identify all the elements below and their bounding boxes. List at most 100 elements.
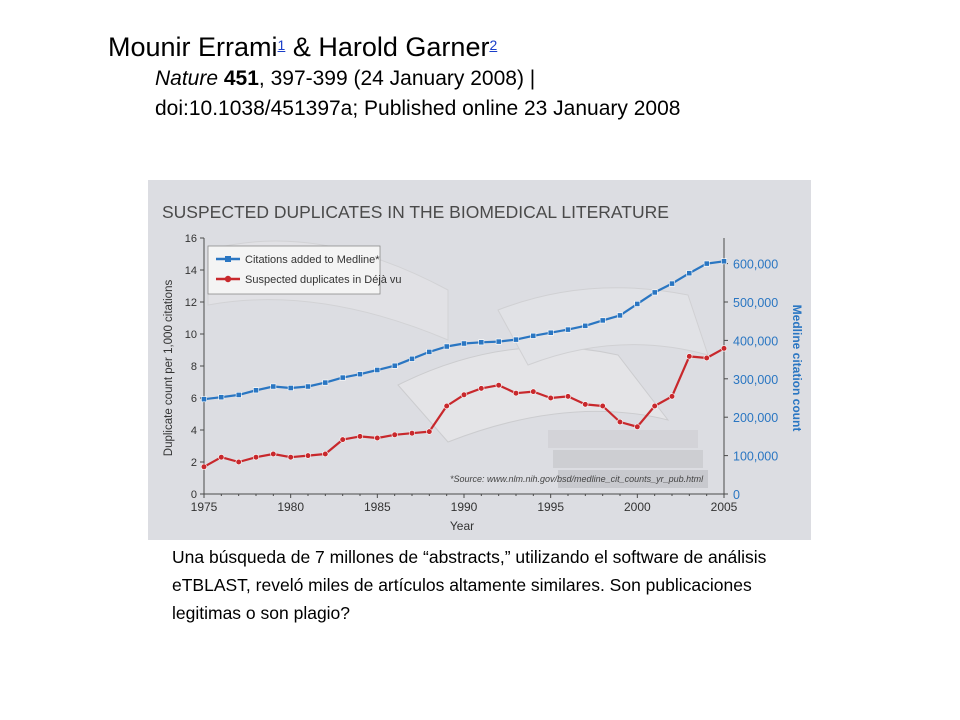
y-tick-label-right: 0 [733,488,740,502]
data-point-citations [201,396,207,403]
journal-volume: 451 [223,67,259,90]
data-point-citations [374,367,381,373]
data-point-citations [634,301,641,307]
data-point-duplicates [512,390,520,397]
data-point-citations [495,338,502,345]
data-point-duplicates [218,454,225,461]
y-tick-label-right: 100,000 [733,450,778,464]
data-point-citations [391,362,398,369]
data-point-citations [513,336,519,343]
x-tick-label: 2005 [711,500,738,514]
data-point-citations [651,289,658,296]
data-point-duplicates [564,393,572,400]
data-point-duplicates [200,463,208,470]
x-tick-label: 1980 [277,500,304,514]
data-point-duplicates [495,382,502,389]
data-point-duplicates [374,434,381,442]
data-point-duplicates [720,345,728,352]
data-point-citations [478,339,485,346]
x-tick-label: 1990 [451,500,478,514]
y-tick-label-left: 14 [185,265,197,277]
data-point-duplicates [668,393,676,400]
data-point-duplicates [547,394,554,402]
data-point-duplicates [686,353,693,360]
data-point-citations [339,374,346,381]
data-point-duplicates [322,450,329,458]
journal-citation: Nature 451, 397-399 (24 January 2008) | [155,64,680,94]
data-point-citations [253,387,259,394]
doi-line: doi:10.1038/451397a; Published online 23… [155,97,681,120]
author-1-ref-link[interactable]: 1 [277,37,286,53]
y-tick-label-left: 10 [185,329,197,341]
legend-label-duplicates: Suspected duplicates in Déjà vu [245,274,402,286]
data-point-citations [218,394,225,401]
data-point-citations [686,270,693,277]
slide-caption: Una búsqueda de 7 millones de “abstracts… [172,547,767,623]
x-tick-label: 1975 [191,500,218,514]
data-point-duplicates [270,450,277,458]
data-point-duplicates [391,431,398,438]
data-point-duplicates [252,454,260,461]
data-point-citations [599,317,606,324]
data-point-duplicates [582,401,589,408]
data-point-duplicates [339,436,346,443]
y-tick-label-left: 8 [191,361,197,373]
data-point-duplicates [408,430,416,437]
data-point-duplicates [616,418,624,426]
ampersand: & [292,32,311,62]
data-point-duplicates [235,458,242,466]
data-point-duplicates [460,391,468,398]
data-point-citations [721,258,727,265]
y-tick-label-right: 600,000 [733,258,778,272]
data-point-citations [357,371,363,378]
journal-details: , 397-399 (24 January 2008) | [258,67,536,90]
data-point-citations [287,385,294,391]
x-tick-label: 1995 [537,500,564,514]
y-tick-label-left: 16 [185,233,197,245]
legend-marker-duplicates [224,275,232,283]
y-tick-label-left: 4 [191,425,197,437]
chart-figure: SUSPECTED DUPLICATES IN THE BIOMEDICAL L… [148,180,811,540]
y-tick-label-right: 200,000 [733,411,778,425]
y-tick-label-left: 0 [191,489,197,501]
y-tick-label-left: 12 [185,297,197,309]
journal-name: Nature [155,67,219,90]
chart-title: SUSPECTED DUPLICATES IN THE BIOMEDICAL L… [162,202,669,222]
data-point-citations [565,326,571,333]
x-tick-label: 2000 [624,500,651,514]
data-point-duplicates [599,402,606,410]
y-tick-label-right: 300,000 [733,373,778,387]
source-note: *Source: www.nlm.nih.gov/bsd/medline_cit… [450,474,704,484]
y-tick-label-right: 500,000 [733,296,778,310]
data-point-citations [426,349,433,355]
x-axis-label: Year [450,519,474,533]
data-point-citations [669,280,675,287]
author-2: Harold Garner [318,32,490,62]
y-tick-label-left: 2 [191,457,197,469]
data-point-duplicates [634,423,641,430]
data-point-citations [305,383,311,390]
data-point-duplicates [356,433,364,440]
data-point-citations [235,392,242,398]
data-point-duplicates [443,402,450,410]
data-point-citations [270,383,277,390]
legend-marker-citations [225,256,231,262]
x-tick-label: 1985 [364,500,391,514]
data-point-duplicates [530,388,537,395]
data-point-duplicates [703,354,710,362]
author-2-ref-link[interactable]: 2 [489,37,498,53]
data-point-citations [443,343,450,350]
y-axis-label-right: Medline citation count [790,305,804,432]
y-tick-label-left: 6 [191,393,197,405]
author-1: Mounir Errami [108,32,278,62]
data-point-duplicates [287,454,294,461]
data-point-duplicates [651,402,658,410]
y-axis-label-left: Duplicate count per 1,000 citations [163,280,175,457]
data-point-duplicates [426,428,433,435]
data-point-duplicates [304,452,312,459]
legend-label-citations: Citations added to Medline* [245,254,380,266]
authors-line: Mounir Errami1 & Harold Garner2 [108,30,680,64]
data-point-citations [582,322,589,329]
data-point-citations [530,332,537,339]
data-point-duplicates [478,385,485,392]
